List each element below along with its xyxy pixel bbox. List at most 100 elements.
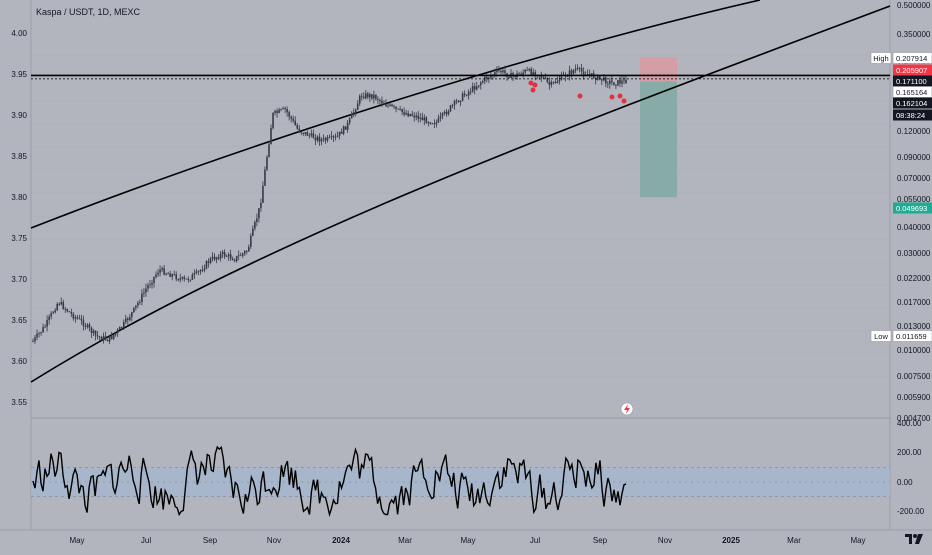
candle-body (235, 256, 238, 262)
candle-body (316, 136, 319, 141)
candle-body (68, 311, 71, 313)
candle-body (76, 317, 79, 319)
candle-body (312, 133, 315, 139)
candle-body (209, 258, 212, 263)
candle-body (116, 329, 119, 333)
left-axis-tick: 3.95 (11, 70, 27, 79)
candle-body (379, 100, 381, 101)
trend-curves[interactable] (30, 0, 891, 383)
right-axis-tick: 0.090000 (897, 153, 931, 162)
time-axis-label: May (460, 536, 475, 545)
stop-loss-zone (640, 57, 677, 82)
candle-body (147, 285, 149, 289)
candle-body (88, 324, 91, 328)
price-badge-value: 0.171100 (896, 77, 927, 86)
candle-body (582, 71, 585, 76)
horizontal-lines[interactable] (31, 74, 890, 80)
candle-body (431, 123, 434, 125)
candle-body (300, 132, 303, 133)
candle-body (381, 100, 383, 104)
candle-body (252, 228, 254, 236)
left-axis-tick: 4.00 (11, 29, 27, 38)
candle-body (393, 106, 395, 107)
candle-body (229, 254, 232, 259)
badge-label: High (873, 54, 888, 63)
candle-body (617, 79, 619, 86)
symbol-title: Kaspa / USDT, 1D, MEXC (36, 7, 141, 17)
candle-body (304, 132, 307, 134)
candle-body (64, 308, 67, 310)
candle-body (243, 251, 246, 254)
candle-body (352, 112, 355, 114)
candle-body (451, 105, 454, 106)
candle-body (574, 68, 577, 71)
grid (0, 0, 932, 531)
candle-body (239, 255, 242, 257)
candle-body (479, 82, 482, 86)
candle-body (552, 82, 555, 83)
right-axis[interactable]: 0.5000000.3500000.2500000.1200000.090000… (870, 1, 932, 423)
candle-body (354, 109, 357, 113)
signal-marker (621, 98, 627, 104)
candle-body (401, 109, 403, 113)
candle-body (435, 122, 438, 125)
candle-body (54, 310, 56, 313)
candle-body (155, 274, 157, 277)
right-axis-tick: 0.055000 (897, 195, 931, 204)
candle-body (330, 136, 333, 137)
candle-body (609, 80, 611, 84)
price-badge-value: 0.011659 (896, 332, 927, 341)
right-axis-tick: 0.040000 (897, 223, 931, 232)
candle-body (106, 339, 109, 342)
candle-body (554, 82, 557, 84)
candle-body (498, 69, 500, 71)
candle-body (590, 73, 593, 75)
candle-body (568, 70, 571, 77)
candle-body (395, 106, 397, 109)
right-axis-tick: 0.022000 (897, 274, 931, 283)
candle-body (524, 69, 526, 73)
time-axis[interactable]: May Jul Sep Nov 2024 Mar May Jul Sep Nov 2025 Mar Ma… (69, 536, 865, 545)
candle-body (191, 274, 194, 280)
candle-body (383, 103, 385, 105)
candle-body (100, 337, 103, 341)
candle-body (104, 336, 107, 340)
candle-body (46, 320, 48, 327)
candle-body (377, 98, 379, 101)
candle-body (52, 312, 54, 314)
alert-icon[interactable] (620, 402, 634, 416)
oscillator-axis-tick: 0.00 (897, 478, 913, 487)
candle-body (490, 75, 492, 78)
candle-body (348, 118, 351, 123)
candle-body (58, 303, 61, 305)
oscillator-pane[interactable]: 400.00 200.00 0.00 -200.00 (31, 419, 925, 518)
time-axis-label: Jul (141, 536, 151, 545)
candle-body (84, 326, 87, 327)
candle-body (504, 70, 506, 74)
candle-body (225, 256, 228, 258)
candle-body (86, 324, 89, 327)
candle-body (314, 138, 317, 141)
candle-body (425, 117, 428, 124)
candle-body (496, 69, 498, 73)
candle-body (211, 256, 214, 259)
candle-body (336, 135, 339, 137)
candle-body (296, 125, 299, 129)
candle-body (481, 81, 484, 83)
candle-body (413, 115, 416, 118)
candle-body (173, 274, 175, 276)
candle-body (290, 116, 292, 119)
candle-body (605, 77, 607, 84)
candle-body (502, 70, 504, 73)
right-axis-tick: 0.007500 (897, 372, 931, 381)
price-badge-value: 0.165164 (896, 88, 927, 97)
candle-body (96, 335, 99, 337)
oscillator-line (32, 445, 627, 518)
position-zones[interactable] (640, 57, 677, 198)
candle-body (433, 123, 436, 125)
candle-body (328, 136, 331, 138)
candle-body (114, 332, 117, 335)
candle-body (44, 326, 46, 328)
candle-body (391, 104, 393, 107)
